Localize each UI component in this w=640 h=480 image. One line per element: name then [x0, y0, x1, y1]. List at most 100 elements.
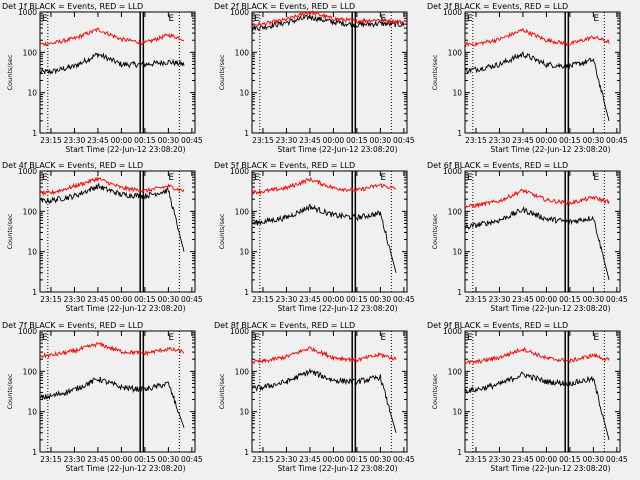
x-tick-label: 23:15: [40, 136, 62, 145]
y-tick-label: 10: [452, 248, 462, 257]
x-tick-label: 23:30: [489, 455, 511, 464]
x-tick-label: 00:30: [583, 295, 605, 304]
marker-right: E: [380, 14, 386, 24]
x-tick-label: 23:30: [64, 136, 86, 145]
x-tick-label: 00:15: [346, 455, 368, 464]
panel-title: Det 1f BLACK = Events, RED = LLD: [2, 2, 143, 11]
x-axis-label: Start Time (22-Jun-12 23:08:20): [66, 464, 186, 473]
x-tick-label: 00:15: [559, 455, 581, 464]
x-tick-label: 00:30: [370, 136, 392, 145]
y-tick-label: 1: [244, 448, 249, 457]
y-tick-label: 1: [457, 288, 462, 297]
marker-right: E: [168, 14, 174, 24]
x-tick-label: 00:45: [181, 295, 203, 304]
y-tick-label: 1000: [18, 167, 37, 176]
marker-left: E: [467, 14, 473, 24]
x-tick-label: 23:45: [512, 136, 534, 145]
x-tick-label: 00:00: [536, 455, 558, 464]
lld-series-line: [39, 341, 185, 359]
marker-right: E: [593, 333, 599, 343]
plot-frame: [464, 11, 621, 134]
detector-panel: Det 7f BLACK = Events, RED = LLD 1 10 100 10…: [2, 321, 203, 473]
y-tick-label: 1000: [443, 167, 462, 176]
y-tick-label: 1000: [18, 327, 37, 336]
x-tick-label: 00:15: [559, 295, 581, 304]
y-tick-label: 100: [235, 207, 250, 216]
events-series-line: [39, 182, 185, 252]
marker-left: E: [254, 14, 260, 24]
x-tick-label: 23:15: [465, 295, 487, 304]
y-tick-label: 100: [23, 207, 38, 216]
x-tick-label: 00:15: [134, 455, 156, 464]
x-tick-label: 00:15: [134, 136, 156, 145]
lld-series-line: [39, 176, 185, 197]
lld-series-line: [251, 9, 405, 27]
x-tick-label: 23:45: [87, 136, 109, 145]
events-series-line: [39, 52, 185, 76]
y-tick-label: 1000: [18, 8, 37, 17]
x-tick-label: 00:00: [323, 295, 345, 304]
x-tick-label: 23:30: [64, 295, 86, 304]
x-tick-label: 23:30: [489, 295, 511, 304]
y-tick-label: 100: [23, 367, 38, 376]
plot-frame: [464, 170, 621, 293]
y-tick-label: 10: [239, 248, 249, 257]
plot-frame: [39, 11, 196, 134]
detector-panel: Det 2f BLACK = Events, RED = LLD 1 10 100 10…: [214, 2, 415, 154]
x-tick-label: 00:45: [181, 455, 203, 464]
x-tick-label: 23:45: [299, 455, 321, 464]
marker-left: E: [467, 173, 473, 183]
marker-right: E: [168, 333, 174, 343]
x-tick-label: 00:00: [536, 295, 558, 304]
x-tick-label: 23:45: [299, 136, 321, 145]
x-tick-label: 23:15: [252, 295, 274, 304]
y-tick-label: 1: [32, 448, 37, 457]
y-tick-label: 10: [27, 89, 37, 98]
marker-right: E: [593, 173, 599, 183]
y-tick-label: 10: [239, 89, 249, 98]
x-axis-label: Start Time (22-Jun-12 23:08:20): [278, 464, 398, 473]
x-tick-label: 00:15: [559, 136, 581, 145]
detector-panel: Det 9f BLACK = Events, RED = LLD 1 10 100 10…: [427, 321, 628, 473]
x-tick-label: 00:00: [536, 136, 558, 145]
marker-right: E: [380, 333, 386, 343]
detector-panel: Det 4f BLACK = Events, RED = LLD 1 10 100 10…: [2, 161, 203, 313]
lld-series-line: [39, 27, 185, 47]
y-tick-label: 100: [448, 48, 463, 57]
events-series-line: [464, 50, 610, 121]
marker-right: E: [593, 14, 599, 24]
y-tick-label: 100: [448, 367, 463, 376]
x-tick-label: 23:15: [465, 455, 487, 464]
x-tick-label: 00:45: [606, 136, 628, 145]
panel-title: Det 8f BLACK = Events, RED = LLD: [214, 321, 355, 330]
y-tick-label: 10: [452, 89, 462, 98]
x-tick-label: 00:30: [158, 136, 180, 145]
x-tick-label: 23:15: [252, 136, 274, 145]
detector-panel: Det 8f BLACK = Events, RED = LLD 1 10 100 10…: [214, 321, 415, 473]
marker-left: E: [467, 333, 473, 343]
y-tick-label: 100: [235, 48, 250, 57]
x-axis-label: Start Time (22-Jun-12 23:08:20): [491, 464, 611, 473]
marker-left: E: [42, 333, 48, 343]
x-tick-label: 00:15: [346, 295, 368, 304]
x-tick-label: 23:30: [276, 295, 298, 304]
y-tick-label: 100: [448, 207, 463, 216]
plot-frame: [39, 330, 196, 453]
y-axis-label: Counts/sec: [431, 213, 439, 249]
x-tick-label: 00:45: [393, 455, 415, 464]
marker-right: E: [380, 173, 386, 183]
events-series-line: [39, 376, 185, 428]
x-tick-label: 00:30: [158, 455, 180, 464]
y-tick-label: 10: [452, 408, 462, 417]
y-tick-label: 1: [32, 288, 37, 297]
detector-panel: Det 5f BLACK = Events, RED = LLD 1 10 100 10…: [214, 161, 415, 313]
x-tick-label: 00:30: [158, 295, 180, 304]
y-tick-label: 10: [27, 248, 37, 257]
x-tick-label: 23:30: [489, 136, 511, 145]
y-tick-label: 10: [27, 408, 37, 417]
x-tick-label: 23:45: [87, 455, 109, 464]
lld-series-line: [464, 188, 610, 209]
detector-panel: Det 1f BLACK = Events, RED = LLD 1 10 100 10…: [2, 2, 203, 154]
plot-frame: [39, 170, 196, 293]
plot-frame: [251, 330, 408, 453]
